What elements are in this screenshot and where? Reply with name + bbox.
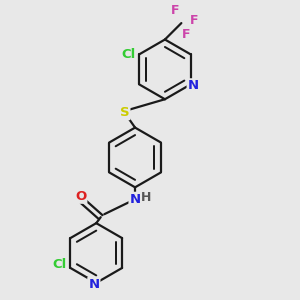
Text: N: N <box>188 79 199 92</box>
Text: F: F <box>182 28 190 41</box>
Text: Cl: Cl <box>122 48 136 61</box>
Text: N: N <box>130 193 141 206</box>
Text: S: S <box>120 106 129 119</box>
Text: Cl: Cl <box>53 259 67 272</box>
Text: F: F <box>190 14 198 27</box>
Text: O: O <box>75 190 86 203</box>
Text: H: H <box>141 191 152 204</box>
Text: N: N <box>88 278 99 291</box>
Text: F: F <box>171 4 180 17</box>
